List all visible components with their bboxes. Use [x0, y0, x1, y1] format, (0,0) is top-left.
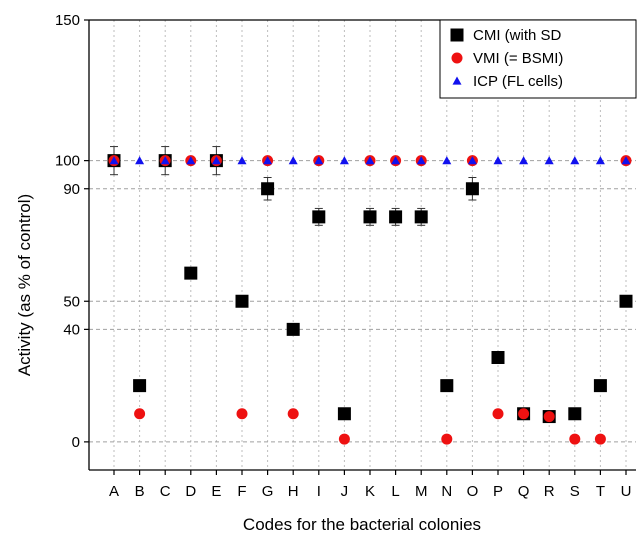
vmi-point-P — [492, 408, 504, 420]
legend-marker-cmi — [450, 28, 464, 42]
icp-point-O — [467, 156, 477, 165]
data-marks — [107, 146, 633, 445]
x-tick-label-L: L — [391, 483, 399, 500]
cmi-point-T — [593, 379, 607, 393]
vmi-point-J — [338, 433, 350, 445]
cmi-point-J — [337, 407, 351, 421]
legend: CMI (with SD VMI (= BSMI) ICP (FL cells) — [439, 19, 637, 99]
cmi-point-G — [261, 182, 275, 196]
y-tick-label-90: 90 — [63, 181, 80, 198]
icp-point-P — [493, 156, 503, 165]
cmi-point-I — [312, 210, 326, 224]
x-tick-label-H: H — [288, 483, 299, 500]
grid-lines — [89, 20, 636, 470]
cmi-point-M — [414, 210, 428, 224]
icp-point-I — [314, 156, 324, 165]
cmi-point-N — [440, 379, 454, 393]
vmi-point-Q — [518, 408, 530, 420]
icp-point-R — [544, 156, 554, 165]
icp-point-J — [339, 156, 349, 165]
x-tick-label-N: N — [441, 483, 452, 500]
vmi-point-S — [569, 433, 581, 445]
cmi-point-B — [133, 379, 147, 393]
vmi-point-B — [134, 408, 146, 420]
icp-point-M — [416, 156, 426, 165]
cmi-point-P — [491, 351, 505, 364]
legend-label-1: VMI (= BSMI) — [473, 50, 563, 67]
vmi-point-T — [594, 433, 606, 445]
icp-point-H — [288, 156, 298, 165]
x-tick-label-O: O — [467, 483, 479, 500]
vmi-point-F — [236, 408, 248, 420]
cmi-point-F — [235, 294, 249, 308]
icp-point-S — [570, 156, 580, 165]
series-2 — [109, 156, 631, 165]
legend-label-2: ICP (FL cells) — [473, 73, 563, 90]
cmi-point-K — [363, 210, 377, 224]
y-axis-title: Activity (as % of control) — [15, 194, 34, 376]
cmi-point-S — [568, 407, 582, 421]
icp-point-C — [160, 156, 170, 165]
x-tick-label-C: C — [160, 483, 171, 500]
icp-point-N — [442, 156, 452, 165]
vmi-point-H — [287, 408, 299, 420]
icp-point-A — [109, 156, 119, 165]
y-tick-label-0: 0 — [72, 434, 80, 451]
y-tick-label-50: 50 — [63, 293, 80, 310]
x-tick-label-S: S — [570, 483, 580, 500]
icp-point-B — [135, 156, 145, 165]
icp-point-Q — [519, 156, 529, 165]
icp-point-F — [237, 156, 247, 165]
y-tick-label-40: 40 — [63, 321, 80, 338]
x-tick-label-Q: Q — [518, 483, 530, 500]
icp-point-D — [186, 156, 196, 165]
x-tick-label-U: U — [621, 483, 632, 500]
x-tick-label-I: I — [317, 483, 321, 500]
icp-point-K — [365, 156, 375, 165]
x-tick-label-P: P — [493, 483, 503, 500]
x-tick-label-D: D — [185, 483, 196, 500]
legend-label-0: CMI (with SD — [473, 27, 562, 44]
x-tick-label-T: T — [596, 483, 605, 500]
x-tick-label-A: A — [109, 483, 119, 500]
x-tick-label-M: M — [415, 483, 428, 500]
icp-point-G — [263, 156, 273, 165]
y-tick-label-100: 100 — [55, 153, 80, 170]
x-tick-label-E: E — [211, 483, 221, 500]
x-tick-label-F: F — [237, 483, 246, 500]
cmi-point-D — [184, 266, 198, 280]
icp-point-U — [621, 156, 631, 165]
x-axis-title: Codes for the bacterial colonies — [243, 515, 481, 534]
cmi-point-O — [465, 182, 479, 196]
vmi-point-N — [441, 433, 453, 445]
x-tick-label-R: R — [544, 483, 555, 500]
x-tick-label-J: J — [341, 483, 349, 500]
legend-marker-icp — [452, 76, 462, 85]
cmi-point-U — [619, 294, 633, 308]
vmi-point-R — [543, 411, 555, 423]
y-tick-label-150: 150 — [55, 12, 80, 29]
cmi-point-L — [389, 210, 403, 224]
icp-point-T — [595, 156, 605, 165]
icp-point-E — [211, 156, 221, 165]
legend-box — [439, 19, 637, 99]
x-tick-label-B: B — [135, 483, 145, 500]
icp-point-L — [391, 156, 401, 165]
x-tick-label-K: K — [365, 483, 375, 500]
x-tick-label-G: G — [262, 483, 274, 500]
cmi-point-H — [286, 322, 300, 336]
legend-marker-vmi — [451, 52, 463, 64]
